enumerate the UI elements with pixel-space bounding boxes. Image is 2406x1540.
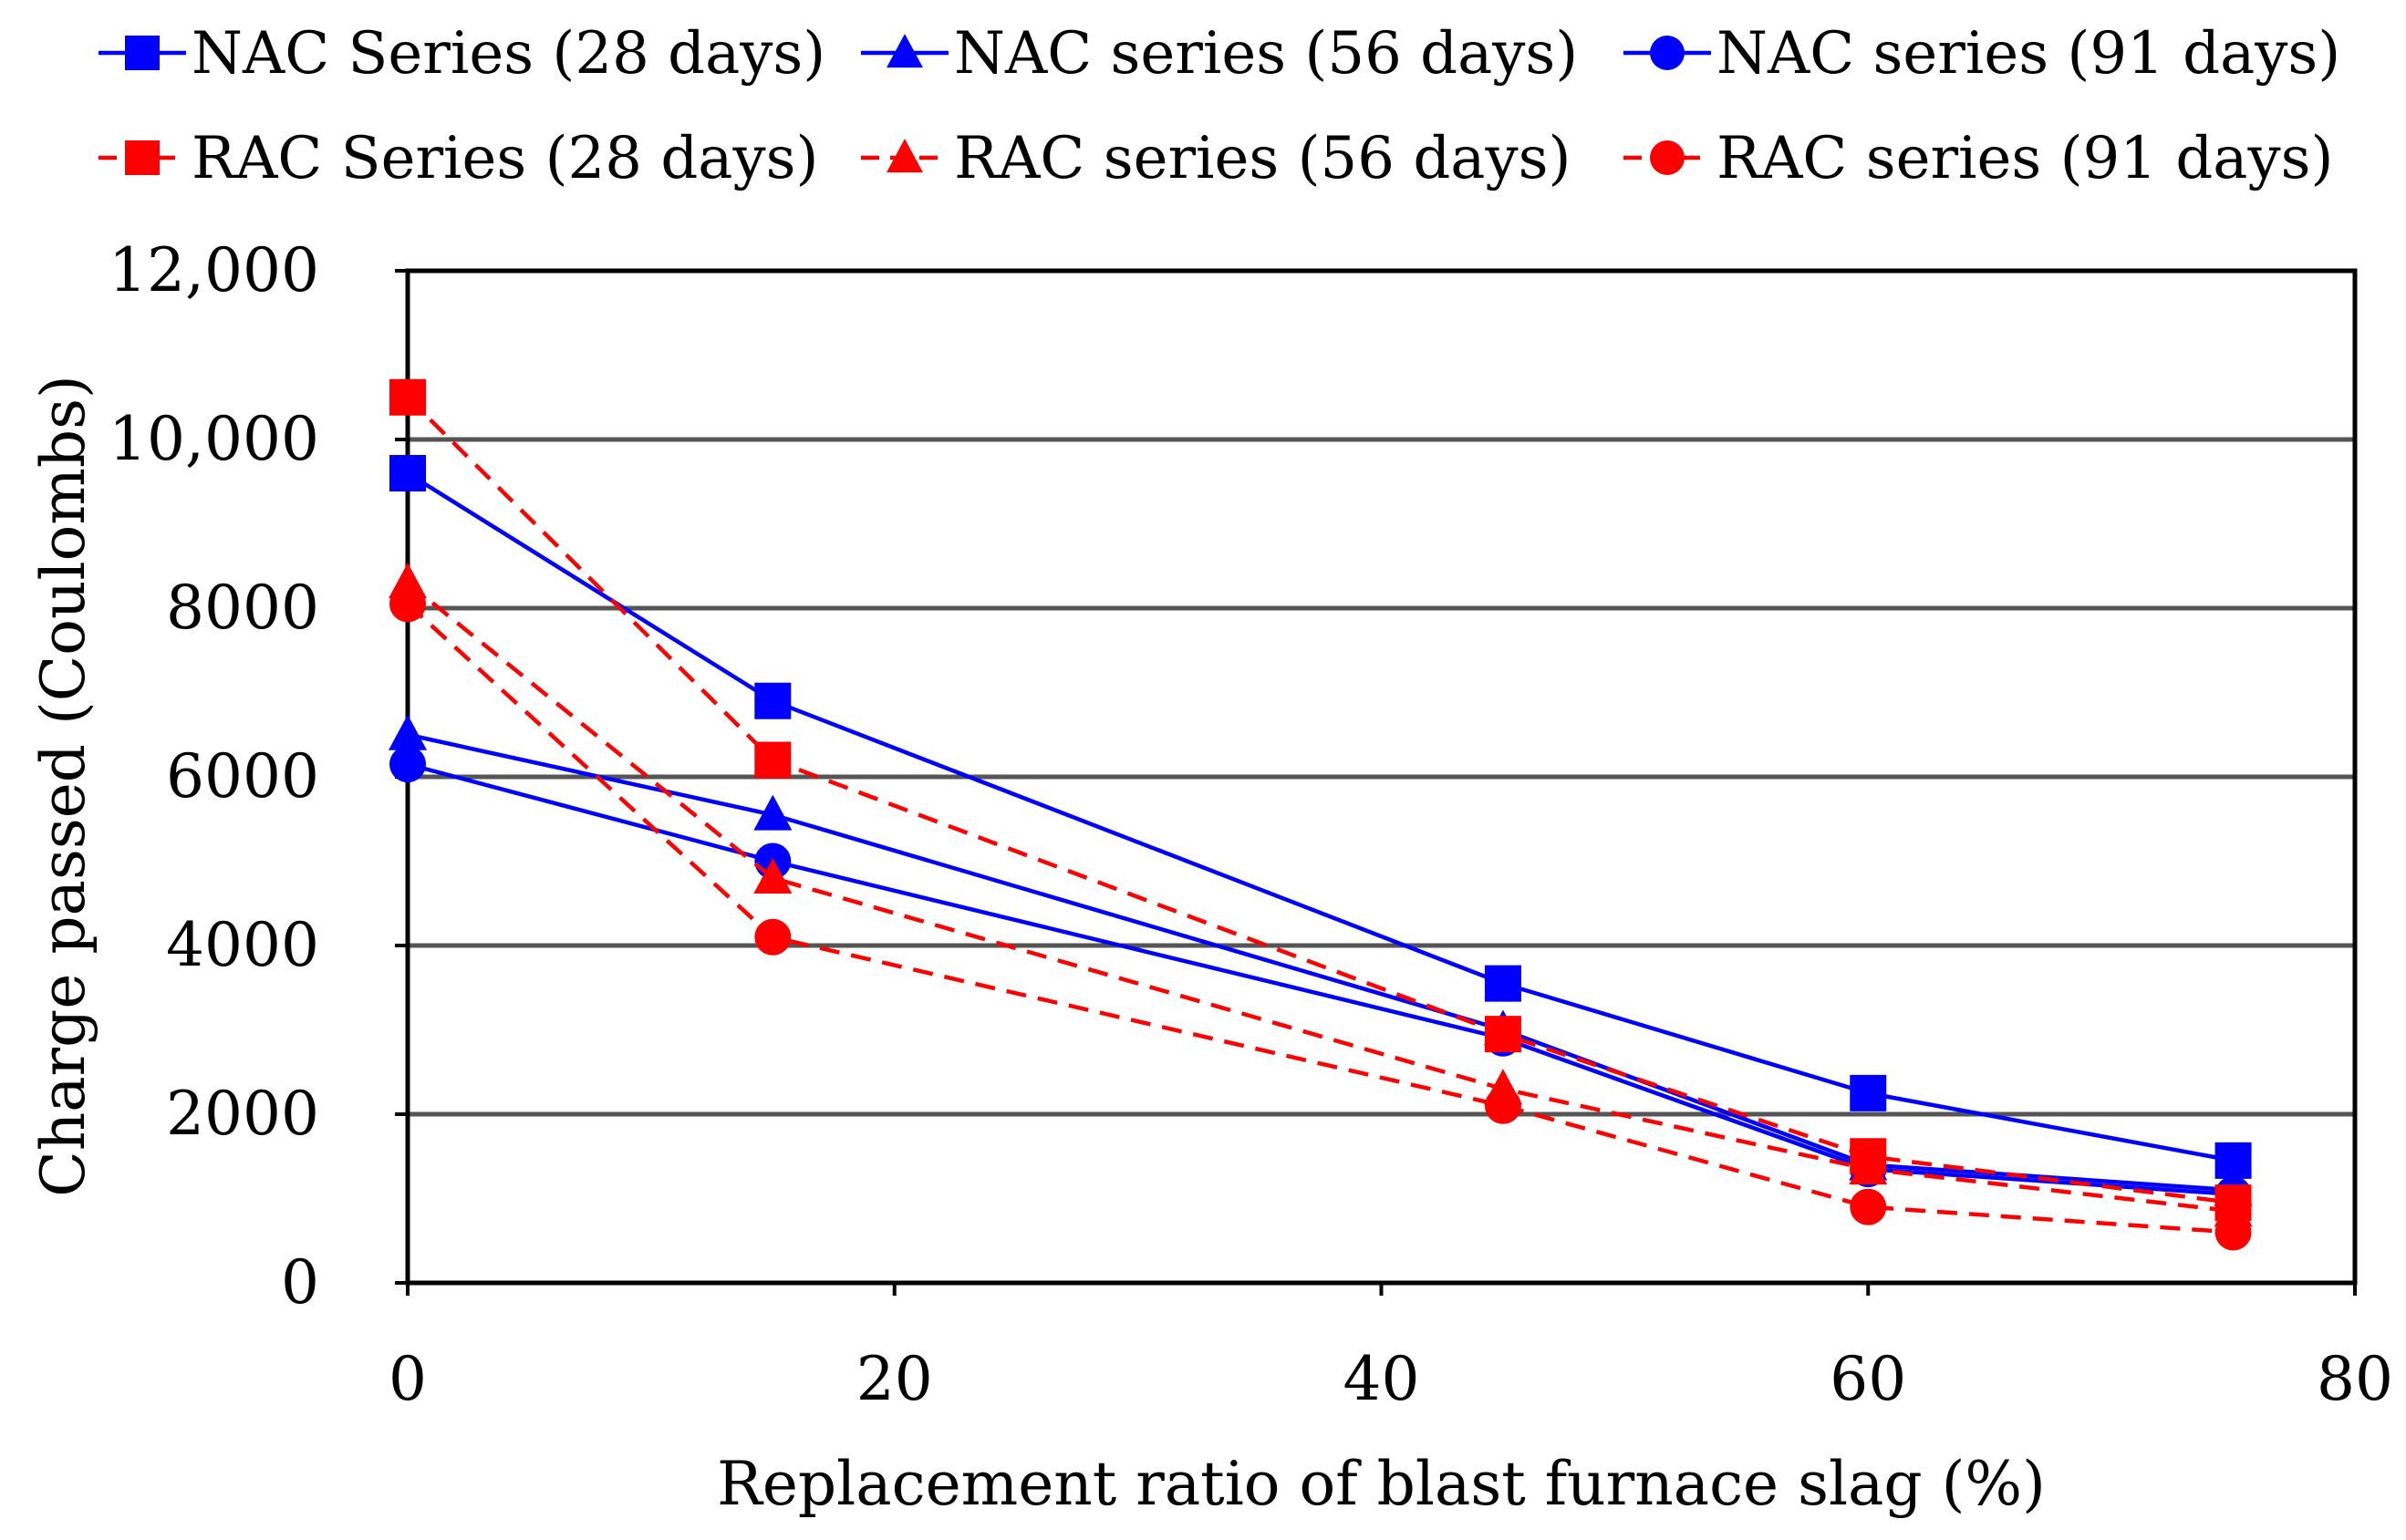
legend-swatch-marker [125,36,160,70]
data-point [754,741,792,779]
data-point [1849,1149,1888,1185]
legend-label: RAC series (91 days) [1716,125,2333,192]
legend-label: NAC Series (28 days) [192,20,825,88]
y-tick-label: 12,000 [109,235,319,305]
y-tick-label: 2000 [166,1079,319,1149]
legend-swatch-marker [887,139,923,173]
series-4 [389,378,2252,1222]
legend-swatch-marker [1650,36,1685,70]
x-axis: 0 20 40 60 80 [389,1283,2393,1414]
legend-label: RAC series (56 days) [954,125,1571,192]
grid [408,437,2355,1117]
y-axis-title: Charge passed (Coulombs) [28,375,99,1197]
y-axis: 0 2000 4000 6000 8000 10,000 12,000 [109,235,408,1318]
legend-swatch-marker [887,34,923,68]
legend: NAC Series (28 days) NAC series (56 days)… [99,20,2340,192]
y-tick-label: 6000 [166,741,319,811]
data-point [754,918,792,956]
x-tick-label: 60 [1830,1344,1906,1414]
series-layer [389,378,2253,1251]
legend-item: RAC Series (28 days) [99,125,818,192]
legend-label: RAC Series (28 days) [192,125,818,192]
legend-swatch-marker [125,140,160,175]
x-tick-label: 80 [2317,1344,2393,1414]
data-point [2214,1214,2252,1251]
y-tick-label: 0 [281,1247,319,1318]
series-line [406,581,2234,1214]
series-line [407,761,2234,1197]
series-line [406,471,2234,1163]
legend-item: NAC series (91 days) [1623,20,2340,88]
legend-item: RAC series (91 days) [1623,125,2333,192]
data-point [753,858,793,894]
series-3 [389,746,2252,1213]
legend-item: NAC series (56 days) [861,20,1578,88]
data-point [753,794,793,831]
y-tick-label: 10,000 [109,404,319,474]
x-tick-label: 20 [856,1344,933,1414]
y-tick-label: 8000 [166,573,319,643]
series-6 [389,585,2252,1251]
x-tick-label: 40 [1343,1344,1420,1414]
data-point [1850,1188,1887,1225]
x-axis-title: Replacement ratio of blast furnace slag … [717,1449,2046,1519]
data-point [754,682,792,719]
data-point [389,714,427,750]
series-5 [389,563,2253,1227]
data-point [389,585,426,623]
data-point [1484,965,1521,1002]
data-point [1484,1087,1521,1124]
data-point [389,378,426,416]
data-point [1850,1074,1887,1111]
series-line [406,396,2234,1205]
series-line [406,602,2234,1235]
data-point [389,455,426,491]
legend-label: NAC series (56 days) [954,20,1578,88]
series-1 [389,455,2252,1179]
x-tick-label: 0 [389,1344,427,1414]
legend-item: RAC series (56 days) [861,125,1571,192]
legend-item: NAC Series (28 days) [99,20,825,88]
data-point [1484,1016,1521,1053]
data-point [389,746,426,783]
legend-swatch-marker [1650,140,1685,175]
y-tick-label: 4000 [166,910,319,980]
legend-label: NAC series (91 days) [1716,20,2340,88]
series-2 [389,714,2253,1206]
